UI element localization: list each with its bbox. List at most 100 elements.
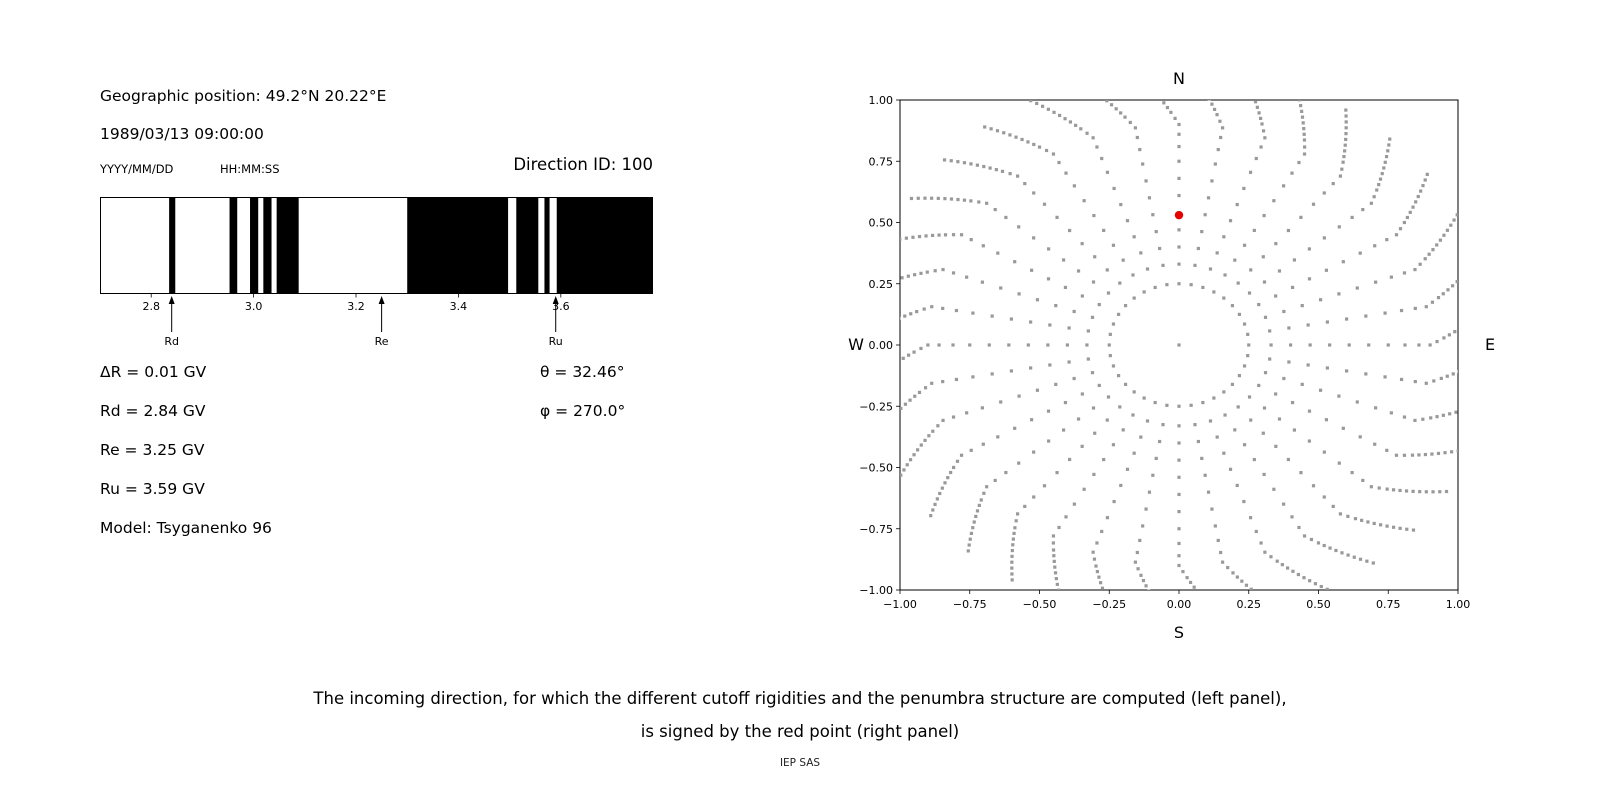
marker-arrowhead-re xyxy=(378,296,385,304)
grid-dot xyxy=(935,497,939,501)
grid-dot xyxy=(1161,263,1165,267)
grid-dot xyxy=(1145,267,1150,271)
grid-dot xyxy=(1277,417,1282,421)
grid-dot xyxy=(927,434,931,438)
grid-dot xyxy=(1242,364,1247,368)
grid-dot xyxy=(1242,186,1246,191)
grid-dot xyxy=(1133,69,1136,72)
grid-dot xyxy=(1080,80,1083,83)
grid-dot xyxy=(1263,371,1268,375)
x-tick-label: 3.2 xyxy=(347,300,365,313)
grid-dot xyxy=(1340,167,1344,171)
grid-dot xyxy=(1032,450,1036,454)
penumbra-band xyxy=(276,197,299,294)
grid-dot xyxy=(1145,419,1150,423)
grid-dot xyxy=(941,418,945,423)
grid-dot xyxy=(1268,329,1272,333)
grid-dot xyxy=(1188,580,1193,585)
grid-dot xyxy=(1055,471,1059,475)
grid-dot xyxy=(1051,152,1056,156)
grid-dot xyxy=(983,125,987,129)
grid-dot xyxy=(1085,131,1089,135)
grid-dot xyxy=(1079,127,1083,131)
grid-dot xyxy=(1423,178,1427,182)
grid-dot xyxy=(1430,300,1435,304)
grid-dot xyxy=(1319,584,1323,589)
grid-dot xyxy=(1135,135,1139,140)
grid-dot xyxy=(1322,191,1326,195)
grid-dot xyxy=(1144,584,1148,588)
grid-dot xyxy=(865,382,868,385)
grid-dot xyxy=(1313,582,1318,586)
grid-dot xyxy=(1402,220,1406,225)
grid-dot xyxy=(1032,495,1036,499)
grid-dot xyxy=(1424,490,1428,494)
grid-dot xyxy=(1068,457,1072,462)
grid-dot xyxy=(941,306,945,311)
grid-dot xyxy=(1300,109,1304,113)
grid-dot xyxy=(1360,518,1364,522)
grid-dot xyxy=(1106,395,1111,399)
grid-dot xyxy=(1099,581,1103,585)
grid-dot xyxy=(971,375,975,379)
grid-dot xyxy=(1139,251,1143,255)
grid-dot xyxy=(1287,360,1291,364)
grid-dot xyxy=(1218,119,1222,123)
grid-dot xyxy=(956,197,960,202)
re-value: Re = 3.25 GV xyxy=(100,441,205,459)
grid-dot xyxy=(1095,91,1098,94)
grid-dot xyxy=(1311,484,1316,488)
grid-dot xyxy=(1366,520,1370,524)
grid-dot xyxy=(1011,537,1015,541)
grid-dot xyxy=(1417,343,1421,347)
grid-dot xyxy=(1341,260,1345,264)
grid-dot xyxy=(1247,291,1252,295)
grid-dot xyxy=(1177,176,1181,180)
grid-dot xyxy=(1438,490,1442,494)
grid-dot xyxy=(965,275,969,279)
grid-dot xyxy=(1277,269,1282,273)
grid-dot xyxy=(891,319,894,322)
grid-dot xyxy=(1076,417,1081,421)
grid-dot xyxy=(1423,257,1427,261)
grid-dot xyxy=(1010,566,1014,570)
grid-dot xyxy=(1410,453,1415,457)
grid-dot xyxy=(1053,565,1057,569)
grid-dot xyxy=(1290,285,1295,290)
grid-dot xyxy=(1131,413,1135,417)
grid-dot xyxy=(968,343,972,347)
grid-dot xyxy=(1322,495,1326,499)
grid-dot xyxy=(1337,225,1341,229)
grid-dot xyxy=(1282,376,1286,381)
grid-dot xyxy=(1450,450,1454,454)
grid-dot xyxy=(1253,100,1258,104)
grid-dot xyxy=(1473,262,1476,265)
grid-dot xyxy=(1221,126,1225,130)
geographic-position-label: Geographic position: 49.2°N 20.22°E xyxy=(100,87,387,105)
grid-dot xyxy=(1347,343,1351,347)
grid-dot xyxy=(1413,306,1417,311)
grid-dot xyxy=(1413,418,1417,423)
grid-dot xyxy=(1051,548,1056,552)
grid-dot xyxy=(931,508,935,512)
grid-dot xyxy=(1216,538,1220,543)
grid-dot xyxy=(1095,145,1099,149)
x-tick-label: 3.0 xyxy=(245,300,263,313)
grid-dot xyxy=(1177,527,1181,531)
grid-dot xyxy=(1250,89,1253,92)
grid-dot xyxy=(1285,566,1290,570)
grid-dot xyxy=(909,196,914,201)
grid-dot xyxy=(936,196,940,200)
grid-dot xyxy=(1414,200,1418,204)
grid-dot xyxy=(1048,363,1052,367)
grid-dot xyxy=(1341,160,1345,164)
grid-dot xyxy=(1236,281,1240,285)
direction-angles: θ = 32.46° φ = 270.0° xyxy=(540,353,625,431)
grid-dot xyxy=(1389,411,1393,415)
grid-dot xyxy=(923,438,927,442)
x-tick-label: 0.50 xyxy=(1306,598,1331,611)
grid-dot xyxy=(1116,374,1121,378)
grid-dot xyxy=(1118,281,1122,285)
grid-dot xyxy=(1380,171,1384,176)
grid-dot xyxy=(1072,502,1076,506)
